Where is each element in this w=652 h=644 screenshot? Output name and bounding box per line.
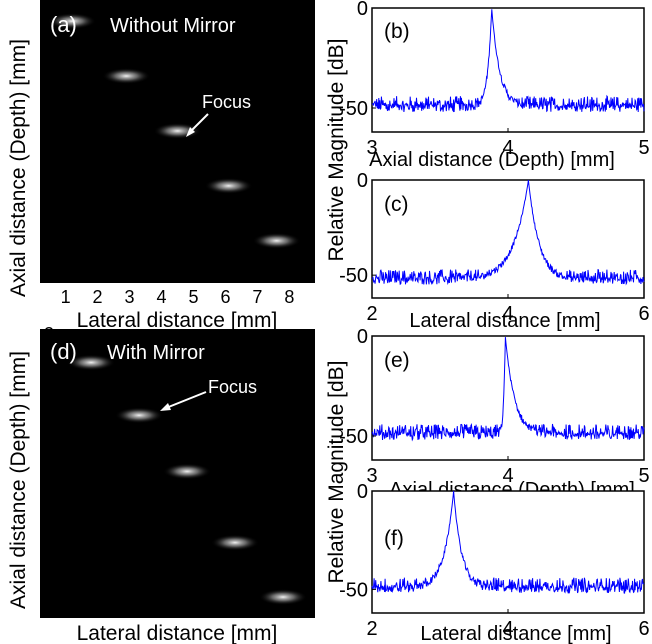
ytick-label: 6	[44, 575, 54, 595]
panel-d-spot-3	[163, 463, 212, 480]
panel-a-spot-1	[47, 13, 96, 30]
xtick-label: 8	[284, 601, 294, 621]
panel-f-line	[371, 490, 645, 594]
panel-b-label: (b)	[384, 20, 410, 43]
panel-c-label: (c)	[384, 193, 409, 216]
ytick-label: 5	[44, 492, 54, 512]
panel-d-label: (d)	[50, 339, 77, 364]
panel-a-spot-5	[252, 232, 301, 249]
xtick-label: 4	[502, 137, 513, 159]
panel-d-xlabel: Lateral distance [mm]	[77, 622, 278, 644]
panel-e-ticks: 3 4 5 0 -50	[339, 326, 649, 487]
panel-d: (d) With Mirror Focus 1 2 3 4 5 6 7 8 3 4 5 6 Later…	[40, 324, 315, 644]
xtick-label: 2	[366, 303, 377, 325]
xtick-label: 6	[220, 601, 230, 621]
ytick-label: 3	[44, 324, 54, 344]
panel-f-frame	[371, 490, 645, 614]
panel-f: (f) 2 4 6 0 -50 Lateral distance [mm]	[339, 481, 649, 644]
panel-d-title: With Mirror	[107, 342, 205, 364]
xtick-label: 8	[284, 287, 294, 307]
ytick-label: -50	[339, 426, 368, 448]
panel-c-line	[371, 179, 645, 286]
panel-b-frame	[371, 7, 645, 133]
xtick-label: 3	[366, 465, 377, 487]
panel-e-label: (e)	[384, 349, 410, 372]
panel-d-spots	[67, 354, 308, 606]
panel-a-xlabel: Lateral distance [mm]	[77, 309, 278, 332]
panel-f-xlabel: Lateral distance [mm]	[420, 623, 611, 644]
panel-d-spot-5	[259, 589, 308, 606]
right-ylabel-top: Relative Magnitude [dB]	[325, 39, 348, 262]
ytick-label: 4	[44, 408, 54, 428]
xtick-label: 7	[252, 287, 262, 307]
xtick-label: 2	[93, 287, 103, 307]
panel-a-arrowhead	[186, 127, 195, 137]
panel-c-xlabel: Lateral distance [mm]	[409, 310, 600, 332]
panel-d-ticks: 1 2 3 4 5 6 7 8 3 4 5 6	[44, 324, 294, 621]
panel-a-spot-3	[153, 122, 202, 139]
ytick-label: -50	[339, 265, 368, 287]
xtick-label: 1	[61, 601, 71, 621]
panel-f-ticks: 2 4 6 0 -50	[339, 481, 649, 640]
ytick-label: 0	[357, 170, 368, 192]
panel-a-annotation: Focus	[202, 92, 251, 112]
panel-e-line	[371, 337, 645, 442]
ytick-label: -50	[339, 98, 368, 120]
xtick-label: 1	[61, 287, 71, 307]
panel-d-spot-4	[211, 534, 260, 551]
panel-d-arrowhead	[160, 403, 171, 411]
panel-b-line	[371, 9, 645, 113]
right-ylabel-bottom: Relative Magnitude [dB]	[325, 361, 348, 584]
ytick-label: 0	[357, 326, 368, 348]
panel-a-title: Without Mirror	[110, 15, 236, 37]
xtick-label: 5	[188, 601, 198, 621]
xtick-label: 5	[188, 287, 198, 307]
xtick-label: 4	[502, 618, 513, 640]
panel-d-spot-2	[115, 407, 164, 424]
xtick-label: 3	[125, 287, 135, 307]
panel-d-arrow	[165, 391, 207, 409]
xtick-label: 3	[125, 601, 135, 621]
panel-a-ticks: 1 2 3 4 5 6 7 8 3 4 5	[44, 42, 294, 307]
panel-e-frame	[371, 335, 645, 461]
panel-a: (a) Without Mirror Focus 1 2 3 4 5 6 7 8 3 4 5 Lat…	[40, 0, 315, 332]
ytick-label: 4	[44, 126, 54, 146]
ytick-label: 3	[44, 42, 54, 62]
xtick-label: 4	[502, 465, 513, 487]
xtick-label: 4	[157, 287, 167, 307]
ytick-label: 0	[357, 0, 368, 20]
panel-b: (b) 3 4 5 0 -50 Axial distance (Depth) [mm]	[339, 0, 649, 171]
panel-d-spot-1	[67, 354, 116, 371]
left-ylabel-bottom: Axial distance (Depth) [mm]	[7, 351, 30, 609]
xtick-label: 2	[366, 618, 377, 640]
xtick-label: 5	[638, 137, 649, 159]
panel-c: (c) 2 4 6 0 -50 Lateral distance [mm]	[339, 170, 649, 332]
xtick-label: 4	[157, 601, 167, 621]
ytick-label: 0	[357, 481, 368, 503]
panel-c-ticks: 2 4 6 0 -50	[339, 170, 649, 325]
xtick-label: 2	[93, 601, 103, 621]
ytick-label: -50	[339, 579, 368, 601]
panel-b-xlabel: Axial distance (Depth) [mm]	[369, 149, 615, 171]
ytick-label: 5	[44, 211, 54, 231]
panel-d-annotation: Focus	[208, 377, 257, 397]
panel-b-ticks: 3 4 5 0 -50	[339, 0, 649, 159]
xtick-label: 7	[252, 601, 262, 621]
left-ylabel-top: Axial distance (Depth) [mm]	[7, 39, 30, 297]
xtick-label: 6	[638, 303, 649, 325]
xtick-label: 6	[220, 287, 230, 307]
panel-a-spot-4	[204, 177, 253, 194]
panel-a-spots	[47, 13, 301, 249]
panel-a-label: (a)	[50, 12, 77, 37]
xtick-label: 3	[366, 137, 377, 159]
panel-f-label: (f)	[384, 527, 404, 550]
xtick-label: 4	[502, 303, 513, 325]
panel-e: (e) 3 4 50-50 Axial distance (Depth) [mm]	[339, 326, 649, 501]
panel-a-spot-2	[102, 68, 151, 85]
xtick-label: 6	[638, 618, 649, 640]
xtick-label: 5	[638, 465, 649, 487]
